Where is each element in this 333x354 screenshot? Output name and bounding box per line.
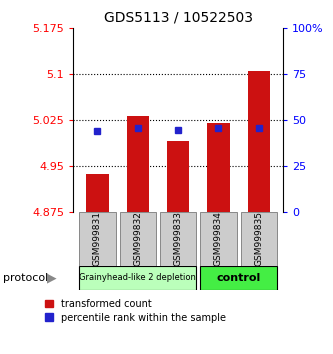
FancyBboxPatch shape (200, 266, 277, 290)
FancyBboxPatch shape (79, 266, 196, 290)
FancyBboxPatch shape (241, 212, 277, 266)
FancyBboxPatch shape (120, 212, 156, 266)
Legend: transformed count, percentile rank within the sample: transformed count, percentile rank withi… (46, 299, 226, 322)
Text: GSM999834: GSM999834 (214, 211, 223, 267)
Bar (167, 141, 189, 212)
Text: ▶: ▶ (47, 272, 56, 284)
Bar (207, 124, 229, 212)
Text: GSM999835: GSM999835 (254, 211, 263, 267)
Text: control: control (216, 273, 261, 283)
FancyBboxPatch shape (79, 212, 116, 266)
Text: protocol: protocol (3, 273, 49, 283)
Bar (86, 174, 109, 212)
Bar (248, 71, 270, 212)
Bar (127, 116, 149, 212)
FancyBboxPatch shape (160, 212, 196, 266)
Title: GDS5113 / 10522503: GDS5113 / 10522503 (104, 10, 253, 24)
Text: GSM999831: GSM999831 (93, 211, 102, 267)
Text: GSM999833: GSM999833 (173, 211, 183, 267)
FancyBboxPatch shape (200, 212, 237, 266)
Text: GSM999832: GSM999832 (133, 211, 142, 267)
Text: Grainyhead-like 2 depletion: Grainyhead-like 2 depletion (79, 273, 196, 282)
